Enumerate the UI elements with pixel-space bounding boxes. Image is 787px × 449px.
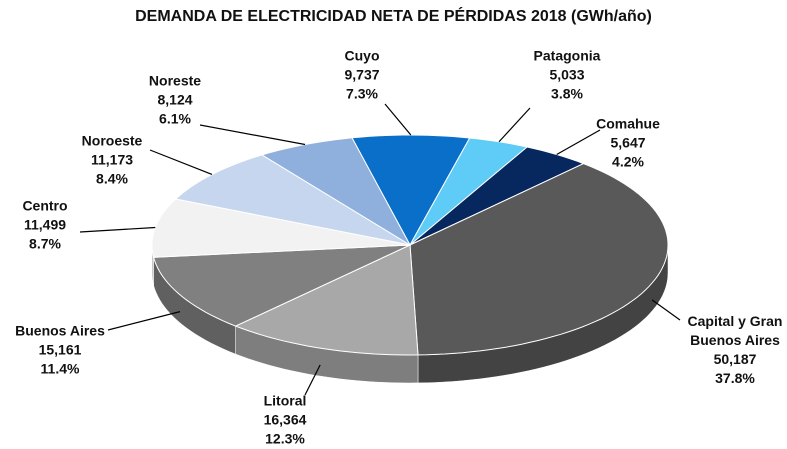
percent-label: 8.7% xyxy=(29,235,61,252)
slice-label: Patagonia 5,033 3.8% xyxy=(534,47,601,104)
percent-label: 8.4% xyxy=(96,170,128,187)
slice xyxy=(409,163,669,356)
leader-line xyxy=(651,299,681,321)
category-label: Noreste xyxy=(148,72,202,89)
slice-label: Capital y Gran Buenos Aires 50,187 37.8% xyxy=(675,312,787,388)
percent-label: 4.2% xyxy=(612,153,644,170)
value-label: 16,364 xyxy=(263,411,307,428)
category-label: Cuyo xyxy=(344,47,380,64)
slice-label: Cuyo 9,737 7.3% xyxy=(344,47,379,104)
category-label: Buenos Aires xyxy=(15,322,105,339)
leader-line xyxy=(107,311,181,331)
value-label: 8,124 xyxy=(157,91,193,108)
slice-label: Centro 11,499 8.7% xyxy=(22,197,67,254)
value-label: 50,187 xyxy=(713,351,757,367)
leader-line xyxy=(498,107,531,143)
slice xyxy=(234,244,419,356)
value-label: 5,647 xyxy=(610,134,646,151)
percent-label: 3.8% xyxy=(551,85,583,102)
leader-line xyxy=(79,226,156,233)
category-label: Litoral xyxy=(263,392,307,409)
slice xyxy=(260,137,412,247)
value-label: 15,161 xyxy=(38,341,82,358)
percent-label: 12.3% xyxy=(265,430,305,447)
chart-title: DEMANDA DE ELECTRICIDAD NETA DE PÉRDIDAS… xyxy=(135,8,652,25)
percent-label: 6.1% xyxy=(159,110,191,127)
value-label: 11,499 xyxy=(23,216,67,233)
category-label: Patagonia xyxy=(533,47,601,64)
percent-label: 37.8% xyxy=(715,370,755,386)
category-label: Capital y Gran Buenos Aires xyxy=(687,313,783,348)
leader-line xyxy=(556,129,601,156)
category-label: Noroeste xyxy=(81,132,143,149)
category-label: Comahue xyxy=(596,115,660,132)
slice-label: Buenos Aires 15,161 11.4% xyxy=(15,322,105,379)
slice xyxy=(151,198,411,258)
slice-label: Comahue 5,647 4.2% xyxy=(596,115,660,172)
slice xyxy=(152,244,411,327)
leader-line xyxy=(304,364,321,396)
slice-label: Litoral 16,364 12.3% xyxy=(264,392,307,449)
percent-label: 11.4% xyxy=(40,360,80,377)
slice xyxy=(174,154,411,246)
slice-label: Noreste 8,124 6.1% xyxy=(149,72,201,129)
value-label: 9,737 xyxy=(344,66,380,83)
percent-label: 7.3% xyxy=(346,85,378,102)
leader-line xyxy=(384,103,412,136)
slice-label: Noroeste 11,173 8.4% xyxy=(82,132,143,189)
value-label: 5,033 xyxy=(549,66,585,83)
leader-line xyxy=(149,149,213,176)
slice xyxy=(409,137,529,246)
value-label: 11,173 xyxy=(90,151,134,168)
category-label: Centro xyxy=(22,197,68,214)
leader-line xyxy=(199,124,306,146)
